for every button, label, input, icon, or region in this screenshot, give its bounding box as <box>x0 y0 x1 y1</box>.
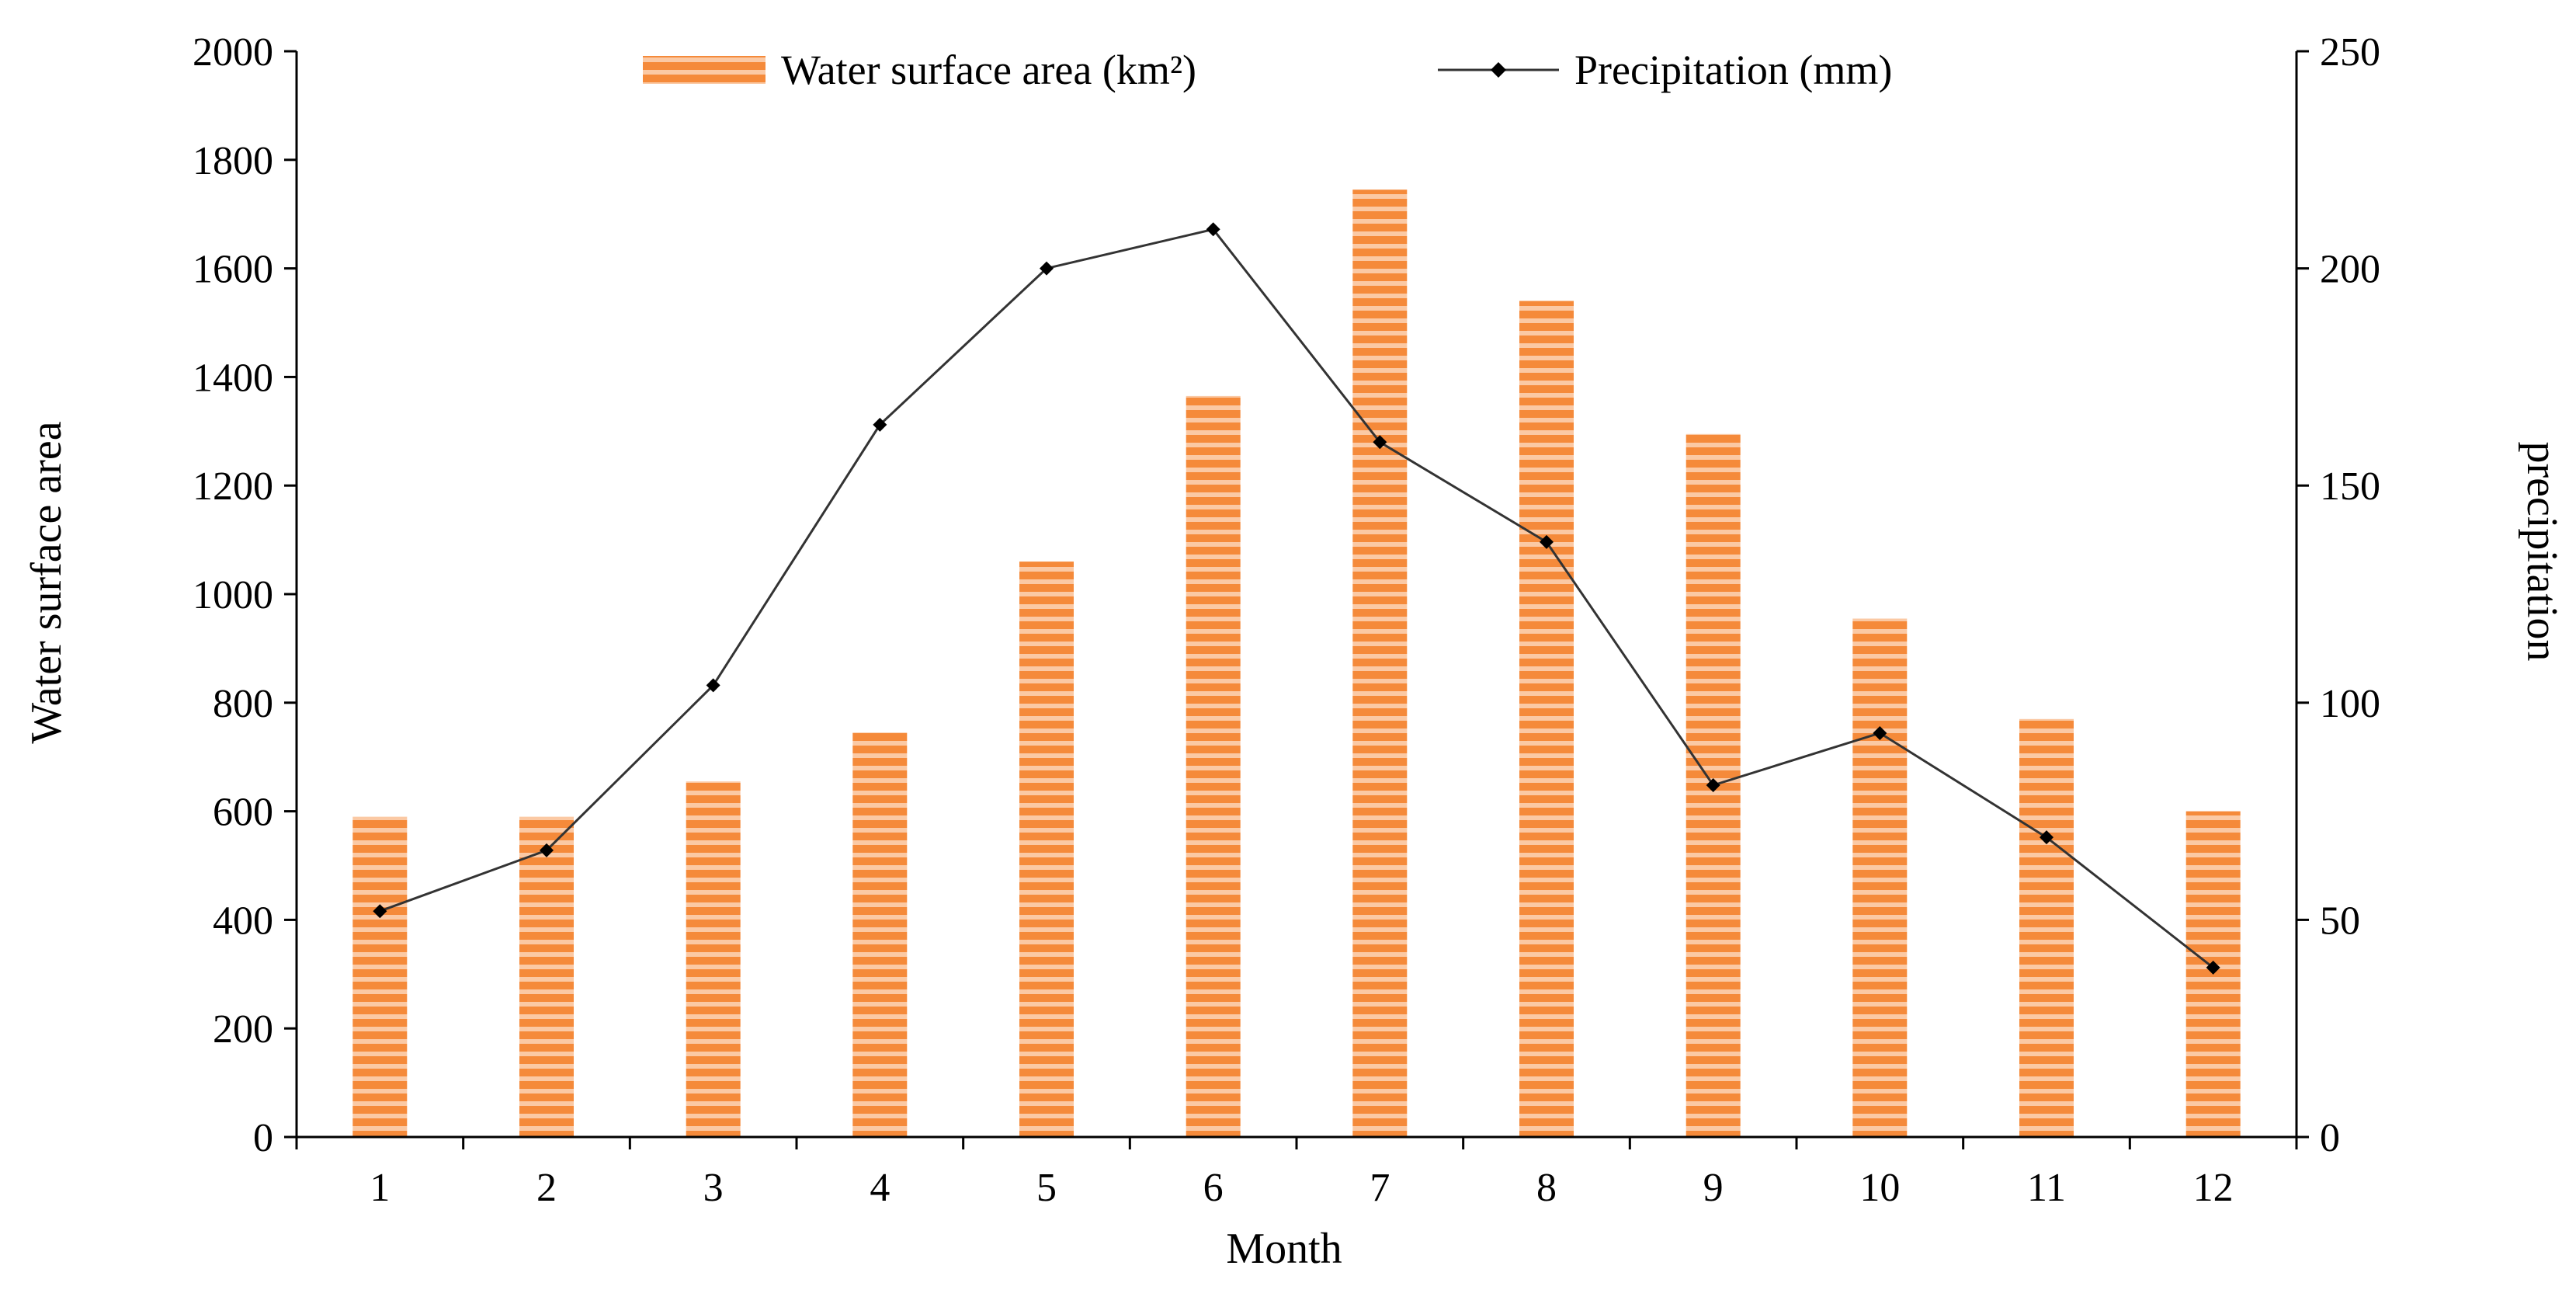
x-tick-label: 4 <box>870 1166 890 1210</box>
y-tick-label: 1200 <box>193 464 273 509</box>
precipitation-line <box>379 228 2214 969</box>
y2-tick-label: 100 <box>2320 682 2380 726</box>
y-tick-label: 400 <box>213 899 273 943</box>
bar-month-7 <box>1352 190 1408 1138</box>
precipitation-point-month-10 <box>1873 725 1887 740</box>
precipitation-point-month-4 <box>873 417 887 432</box>
legend-swatch-water-area <box>643 56 766 84</box>
x-tick-label: 2 <box>536 1166 557 1210</box>
y2-tick-label: 250 <box>2320 30 2380 75</box>
x-tick-label: 7 <box>1370 1166 1390 1210</box>
legend-label-precipitation: Precipitation (mm) <box>1574 47 1892 93</box>
y-tick-label: 2000 <box>193 30 273 75</box>
precipitation-point-month-1 <box>373 904 387 919</box>
x-tick-label: 3 <box>703 1166 724 1210</box>
precipitation-point-month-9 <box>1706 778 1720 793</box>
precipitation-point-month-11 <box>2040 830 2054 845</box>
y2-tick-label: 200 <box>2320 248 2380 292</box>
x-tick-label: 8 <box>1536 1166 1557 1210</box>
x-tick-label: 10 <box>1859 1166 1900 1210</box>
x-tick-label: 9 <box>1703 1166 1724 1210</box>
bar-month-10 <box>1852 618 1908 1137</box>
y-tick-label: 1600 <box>193 248 273 292</box>
y-axis-title: Water surface area <box>23 421 71 743</box>
precipitation-point-month-8 <box>1540 534 1554 549</box>
y-tick-label: 0 <box>253 1116 273 1160</box>
bar-month-8 <box>1519 301 1574 1137</box>
y2-axis-title: precipitation <box>2518 441 2566 661</box>
axes: 0200400600800100012001400160018002000050… <box>193 30 2380 1210</box>
y-tick-label: 1000 <box>193 573 273 617</box>
bar-month-1 <box>352 816 408 1137</box>
bar-month-4 <box>852 732 908 1137</box>
bar-month-5 <box>1019 562 1074 1137</box>
y-tick-label: 1800 <box>193 139 273 183</box>
bar-month-3 <box>686 781 741 1137</box>
line-series <box>373 222 2220 975</box>
bar-series <box>352 190 2241 1138</box>
bar-month-6 <box>1186 395 1241 1137</box>
legend-label-water-area: Water surface area (km²) <box>781 47 1196 93</box>
legend: Water surface area (km²) Precipitation (… <box>643 47 1892 93</box>
bar-month-11 <box>2019 718 2074 1137</box>
legend-swatch-precipitation-marker <box>1491 62 1506 78</box>
x-tick-label: 1 <box>370 1166 390 1210</box>
y2-tick-label: 150 <box>2320 464 2380 509</box>
precipitation-point-month-7 <box>1373 435 1387 450</box>
bar-month-2 <box>519 816 574 1137</box>
precipitation-point-month-3 <box>706 678 720 693</box>
x-axis-title: Month <box>1226 1225 1342 1273</box>
y2-tick-label: 50 <box>2320 899 2360 943</box>
precipitation-point-month-12 <box>2206 960 2220 975</box>
precipitation-point-month-2 <box>540 843 554 857</box>
precipitation-point-month-5 <box>1040 261 1054 276</box>
precipitation-point-month-6 <box>1206 222 1220 237</box>
x-tick-label: 5 <box>1036 1166 1057 1210</box>
x-tick-label: 11 <box>2027 1166 2066 1210</box>
y-tick-label: 1400 <box>193 356 273 400</box>
y-tick-label: 600 <box>213 791 273 835</box>
x-tick-label: 12 <box>2193 1166 2234 1210</box>
y2-tick-label: 0 <box>2320 1116 2340 1160</box>
y-tick-label: 200 <box>213 1007 273 1052</box>
y-tick-label: 800 <box>213 682 273 726</box>
x-tick-label: 6 <box>1203 1166 1224 1210</box>
